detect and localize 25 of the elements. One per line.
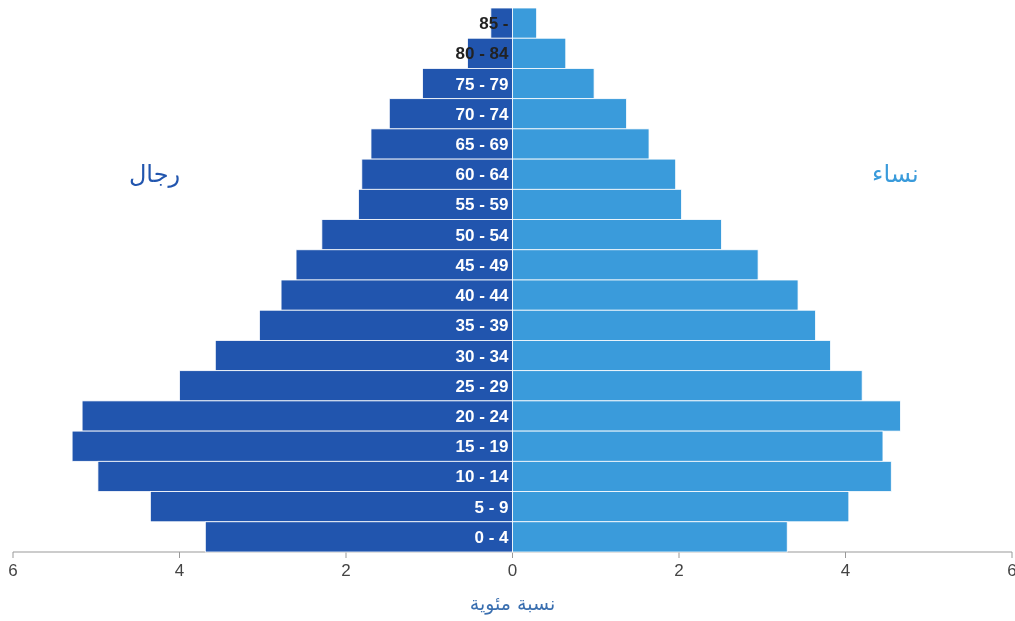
y-tick-label: 50 - 54: [455, 225, 510, 245]
y-tick-label: 15 - 19: [455, 437, 509, 457]
y-tick-label: 5 - 9: [474, 497, 509, 517]
text: نساء: [872, 160, 919, 189]
y-tick-label: 60 - 64: [455, 165, 510, 185]
y-tick-label: 30 - 34: [455, 346, 510, 366]
text: رجال: [128, 160, 181, 189]
y-tick-label: 45 - 49: [455, 255, 509, 275]
x-tick-label: 2: [341, 561, 351, 580]
y-tick-label: 25 - 29: [455, 376, 509, 396]
y-tick-label: 75 - 79: [455, 74, 509, 94]
y-tick-label: 0 - 4: [474, 527, 510, 547]
x-tick-label: 6: [8, 561, 18, 580]
x-tick-label: 0: [507, 561, 518, 580]
x-axis-title: نسبة مئوية: [469, 592, 556, 615]
y-tick-label: 65 - 69: [455, 135, 509, 154]
y-tick-label: 40 - 44: [455, 286, 510, 306]
y-tick-label: 35 - 39: [455, 316, 509, 336]
x-tick-label: 4: [840, 561, 851, 580]
y-tick-label: 20 - 24: [455, 407, 510, 426]
x-tick-label: 2: [674, 561, 684, 580]
y-tick-label: 10 - 14: [455, 467, 510, 487]
y-tick-label: 55 - 59: [455, 195, 509, 215]
y-tick-label: 70 - 74: [455, 104, 510, 124]
x-tick-label: 4: [174, 561, 185, 580]
